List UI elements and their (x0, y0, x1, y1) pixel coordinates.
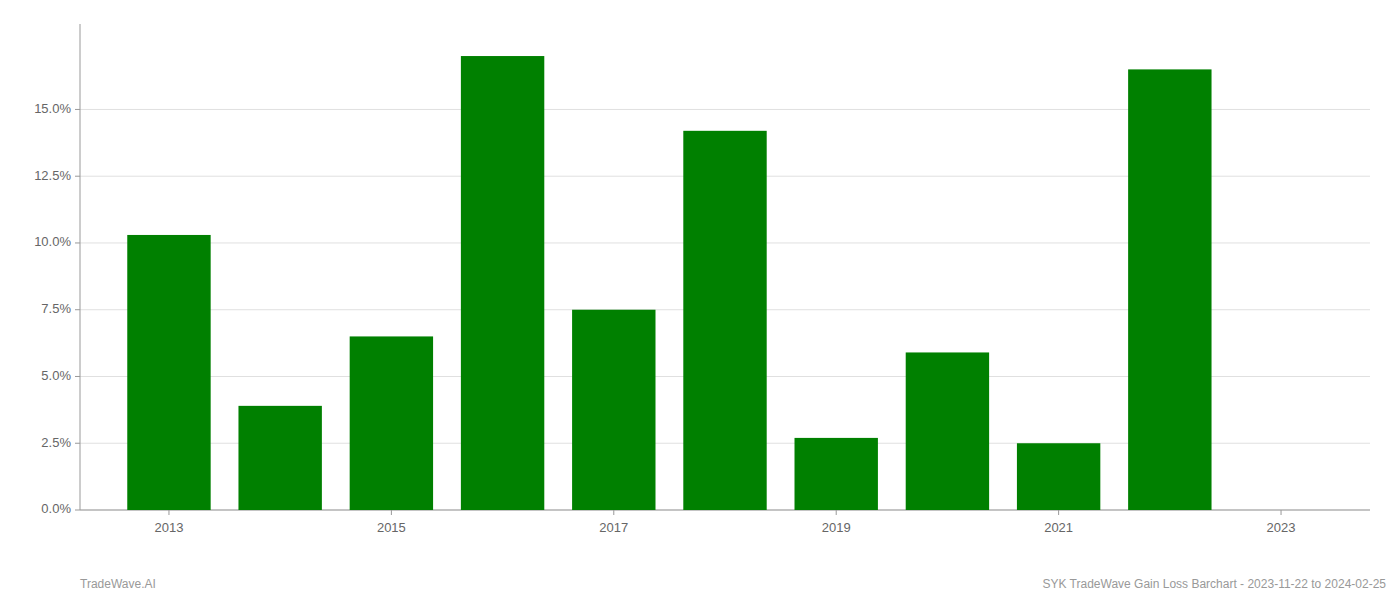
y-tick-label: 2.5% (41, 435, 71, 450)
y-tick (75, 109, 80, 110)
x-tick-label: 2017 (599, 520, 628, 535)
x-tick (1281, 510, 1282, 515)
y-tick (75, 510, 80, 511)
y-tick-label: 10.0% (34, 234, 71, 249)
annotation: TradeWave.AI (80, 577, 156, 591)
x-tick-label: 2023 (1267, 520, 1296, 535)
y-tick (75, 443, 80, 444)
y-axis-line (80, 24, 81, 510)
bar (906, 352, 989, 510)
x-tick (391, 510, 392, 515)
x-tick (168, 510, 169, 515)
x-tick-label: 2015 (377, 520, 406, 535)
chart: 0.0% 2.5% 5.0% 7.5% 10.0% 12.5% 15.0% 2013 2015 2… (0, 0, 1400, 600)
y-tick-label: 5.0% (41, 368, 71, 383)
bars (127, 56, 1211, 510)
x-tick (836, 510, 837, 515)
axes (75, 24, 1370, 515)
x-tick-label: 2021 (1044, 520, 1073, 535)
bar (572, 310, 655, 510)
bar (127, 235, 210, 510)
bar (461, 56, 544, 510)
y-tick (75, 376, 80, 377)
bar (238, 406, 321, 510)
bar (1017, 443, 1100, 510)
y-tick (75, 176, 80, 177)
x-tick-label: 2019 (822, 520, 851, 535)
y-tick (75, 242, 80, 243)
y-tick-label: 0.0% (41, 501, 71, 516)
bar (350, 336, 433, 510)
x-tick (1058, 510, 1059, 515)
bar (795, 438, 878, 510)
x-tick-label: 2013 (155, 520, 184, 535)
y-tick-label: 15.0% (34, 101, 71, 116)
annotation: SYK TradeWave Gain Loss Barchart - 2023-… (1042, 577, 1386, 591)
y-tick (75, 309, 80, 310)
labels: 0.0% 2.5% 5.0% 7.5% 10.0% 12.5% 15.0% 2013 2015 2… (34, 101, 1386, 591)
bar (683, 131, 766, 510)
y-tick-label: 12.5% (34, 168, 71, 183)
bar (1128, 69, 1211, 510)
y-tick-label: 7.5% (41, 301, 71, 316)
x-tick (613, 510, 614, 515)
